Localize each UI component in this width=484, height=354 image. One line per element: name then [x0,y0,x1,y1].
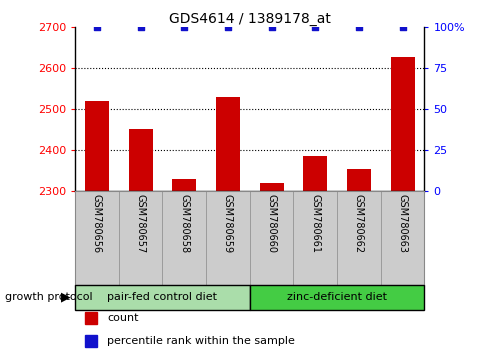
Bar [346,169,370,191]
Point [311,24,318,29]
Point [398,24,406,29]
Bar [390,57,414,191]
Bar [85,101,109,191]
Text: GSM780663: GSM780663 [397,194,407,253]
Point [224,24,231,29]
Bar [85,312,97,324]
Point [354,24,362,29]
Bar [85,335,97,347]
Point [267,24,275,29]
Bar [128,130,152,191]
Text: GSM780662: GSM780662 [353,194,363,253]
Text: GSM780656: GSM780656 [92,194,102,253]
Bar [302,156,327,191]
Text: GSM780658: GSM780658 [179,194,189,253]
Text: growth protocol: growth protocol [5,292,92,302]
Text: ▶: ▶ [60,291,70,304]
Text: percentile rank within the sample: percentile rank within the sample [107,336,294,346]
Bar [172,179,196,191]
Text: GSM780661: GSM780661 [310,194,319,253]
Point [136,24,144,29]
Text: GSM780657: GSM780657 [136,194,145,253]
Text: GSM780659: GSM780659 [223,194,232,253]
Bar [215,97,240,191]
Bar [75,285,249,310]
Point [93,24,101,29]
Text: pair-fed control diet: pair-fed control diet [107,292,217,302]
Point [180,24,188,29]
Text: count: count [107,313,138,323]
Text: GDS4614 / 1389178_at: GDS4614 / 1389178_at [168,12,330,27]
Bar [249,285,424,310]
Text: GSM780660: GSM780660 [266,194,276,253]
Text: zinc-deficient diet: zinc-deficient diet [287,292,386,302]
Bar [259,183,283,191]
